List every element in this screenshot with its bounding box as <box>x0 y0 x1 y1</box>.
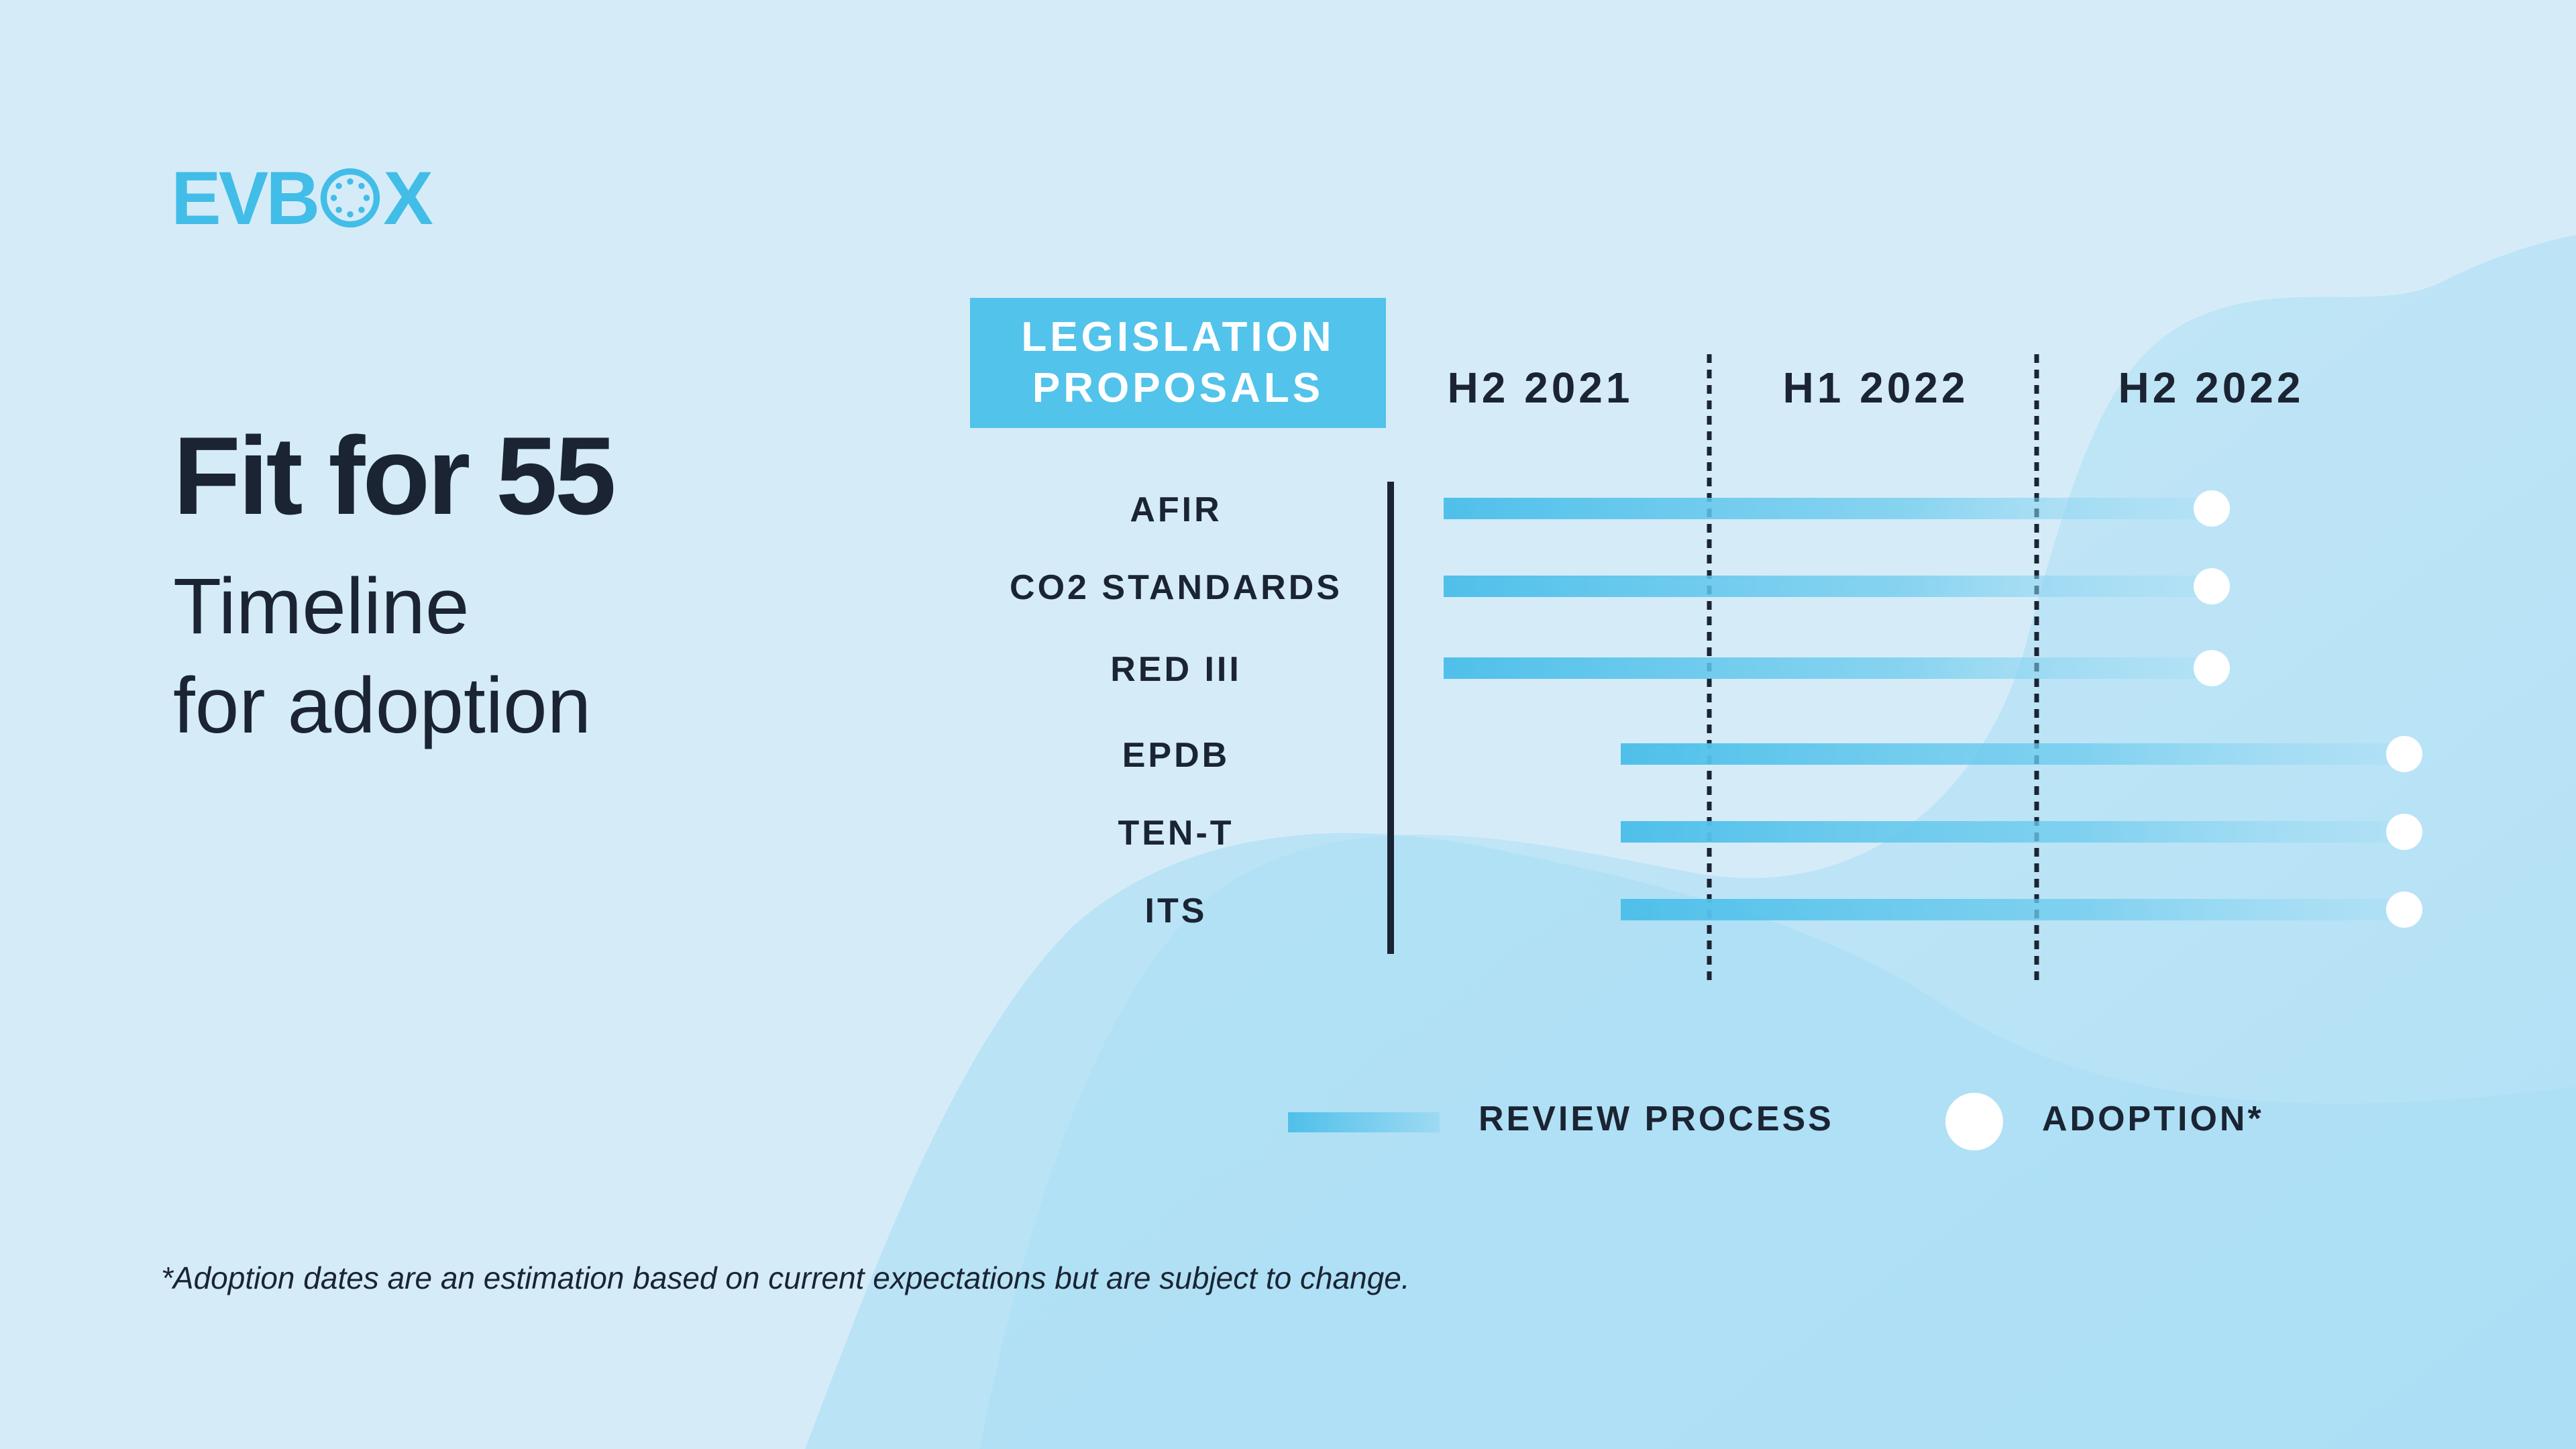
legislation-proposals-header: LEGISLATION PROPOSALS <box>970 298 1386 428</box>
period-label: H2 2021 <box>1448 364 1633 412</box>
adoption-marker <box>2194 650 2230 686</box>
adoption-marker <box>2386 892 2422 928</box>
row-label: TEN-T <box>1118 814 1234 853</box>
review-bar <box>1621 743 2404 765</box>
logo-text-left: EVB <box>171 156 320 240</box>
row-label: RED III <box>1110 650 1242 689</box>
wave-front <box>805 833 2576 1449</box>
page-subtitle: Timeline for adoption <box>173 557 591 755</box>
legend-adoption-swatch <box>1945 1093 2003 1150</box>
review-bar <box>1621 821 2404 843</box>
logo-ring-icon <box>321 168 380 228</box>
subtitle-line-2: for adoption <box>173 661 592 750</box>
row-label: ITS <box>1145 892 1208 930</box>
review-bar <box>1621 899 2404 920</box>
legend-adoption-label: ADOPTION* <box>2042 1099 2264 1138</box>
adoption-marker <box>2194 568 2230 604</box>
footnote: *Adoption dates are an estimation based … <box>161 1260 1410 1295</box>
page-title: Fit for 55 <box>173 414 616 537</box>
adoption-marker <box>2386 736 2422 772</box>
adoption-marker <box>2194 490 2230 527</box>
evbox-logo: EVB X <box>171 156 433 240</box>
review-bar <box>1444 498 2212 519</box>
adoption-marker <box>2386 814 2422 850</box>
period-label: H2 2022 <box>2118 364 2304 412</box>
subtitle-line-1: Timeline <box>173 562 470 651</box>
header-line-2: PROPOSALS <box>1032 365 1324 411</box>
row-label: CO2 STANDARDS <box>1010 568 1342 607</box>
legend-review-swatch <box>1288 1112 1440 1132</box>
row-label: EPDB <box>1122 736 1230 775</box>
legend-review-label: REVIEW PROCESS <box>1479 1099 1834 1138</box>
logo-text-right: X <box>383 156 433 240</box>
review-bar <box>1444 657 2212 679</box>
review-bar <box>1444 576 2212 597</box>
period-label: H1 2022 <box>1783 364 1969 412</box>
row-label: AFIR <box>1130 490 1222 529</box>
header-line-1: LEGISLATION <box>1021 314 1335 360</box>
